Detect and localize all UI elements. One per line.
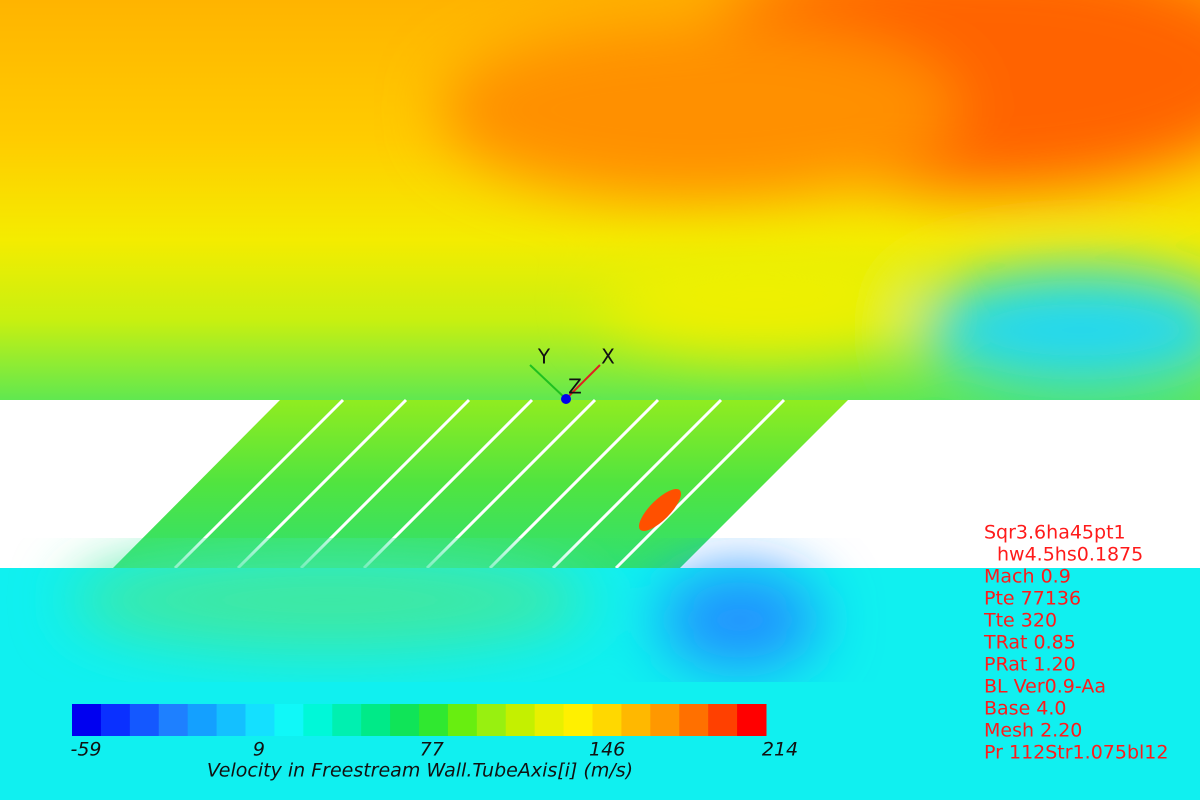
- colorbar-band: [332, 704, 362, 736]
- colorbar-tick-label: 77: [420, 739, 444, 761]
- colorbar-band: [447, 704, 478, 736]
- colorbar-band: [361, 704, 391, 736]
- info-line: TRat 0.85: [983, 632, 1076, 654]
- colorbar-band: [216, 704, 246, 736]
- hot-spot: [638, 488, 682, 532]
- colorbar-tick-label: 9: [253, 739, 265, 761]
- info-line: Mach 0.9: [984, 566, 1071, 588]
- info-line: Tte 320: [983, 610, 1057, 632]
- colorbar-tick-label: 146: [589, 739, 625, 761]
- y-label: Y: [537, 345, 551, 369]
- colorbar-band: [476, 704, 507, 736]
- x-axis: [565, 364, 601, 400]
- colorbar-band: [390, 704, 420, 736]
- info-line: Sqr3.6ha45pt1: [984, 522, 1126, 544]
- lower-contours: [70, 550, 820, 670]
- colorbar-band: [534, 704, 565, 736]
- colorbar-band: [129, 704, 160, 736]
- info-line: hw4.5hs0.1875: [997, 544, 1143, 566]
- slot-region: [113, 400, 848, 568]
- info-line: BL Ver0.9-Aa: [984, 676, 1106, 698]
- contours: [440, 0, 1200, 390]
- colorbar-band: [592, 704, 622, 736]
- triad: Y X Z: [529, 345, 615, 404]
- x-label: X: [601, 345, 615, 369]
- info-line: Mesh 2.20: [984, 720, 1082, 742]
- colorbar-label: Velocity in Freestream Wall.TubeAxis[i] …: [207, 760, 633, 782]
- colorbar-tick-label: -59: [70, 739, 101, 761]
- colorbar-band: [679, 704, 709, 736]
- colorbar-band: [621, 704, 651, 736]
- colorbar-band: [708, 704, 738, 736]
- colorbar-band: [737, 704, 767, 736]
- colorbar-band: [72, 704, 102, 736]
- colorbar-band: [245, 704, 275, 736]
- colorbar-band: [274, 704, 304, 736]
- z-label: Z: [568, 375, 582, 399]
- info-line: Pte 77136: [984, 588, 1081, 610]
- colorbar: Velocity in Freestream Wall.TubeAxis[i] …: [70, 704, 798, 782]
- colorbar-band: [158, 704, 189, 736]
- colorbar-tick-label: 214: [762, 739, 798, 761]
- colorbar-band: [187, 704, 218, 736]
- colorbar-band: [303, 704, 333, 736]
- colorbar-band: [100, 704, 131, 736]
- slats: [173, 398, 786, 570]
- colorbar-band: [505, 704, 536, 736]
- colorbar-band: [419, 704, 449, 736]
- colorbar-band: [563, 704, 593, 736]
- info-line: Pr 112Str1.075bl12: [984, 742, 1168, 764]
- y-axis: [529, 364, 567, 400]
- info-line: PRat 1.20: [984, 654, 1076, 676]
- info-line: Base 4.0: [984, 698, 1067, 720]
- origin: [561, 394, 571, 404]
- colorbar-band: [650, 704, 680, 736]
